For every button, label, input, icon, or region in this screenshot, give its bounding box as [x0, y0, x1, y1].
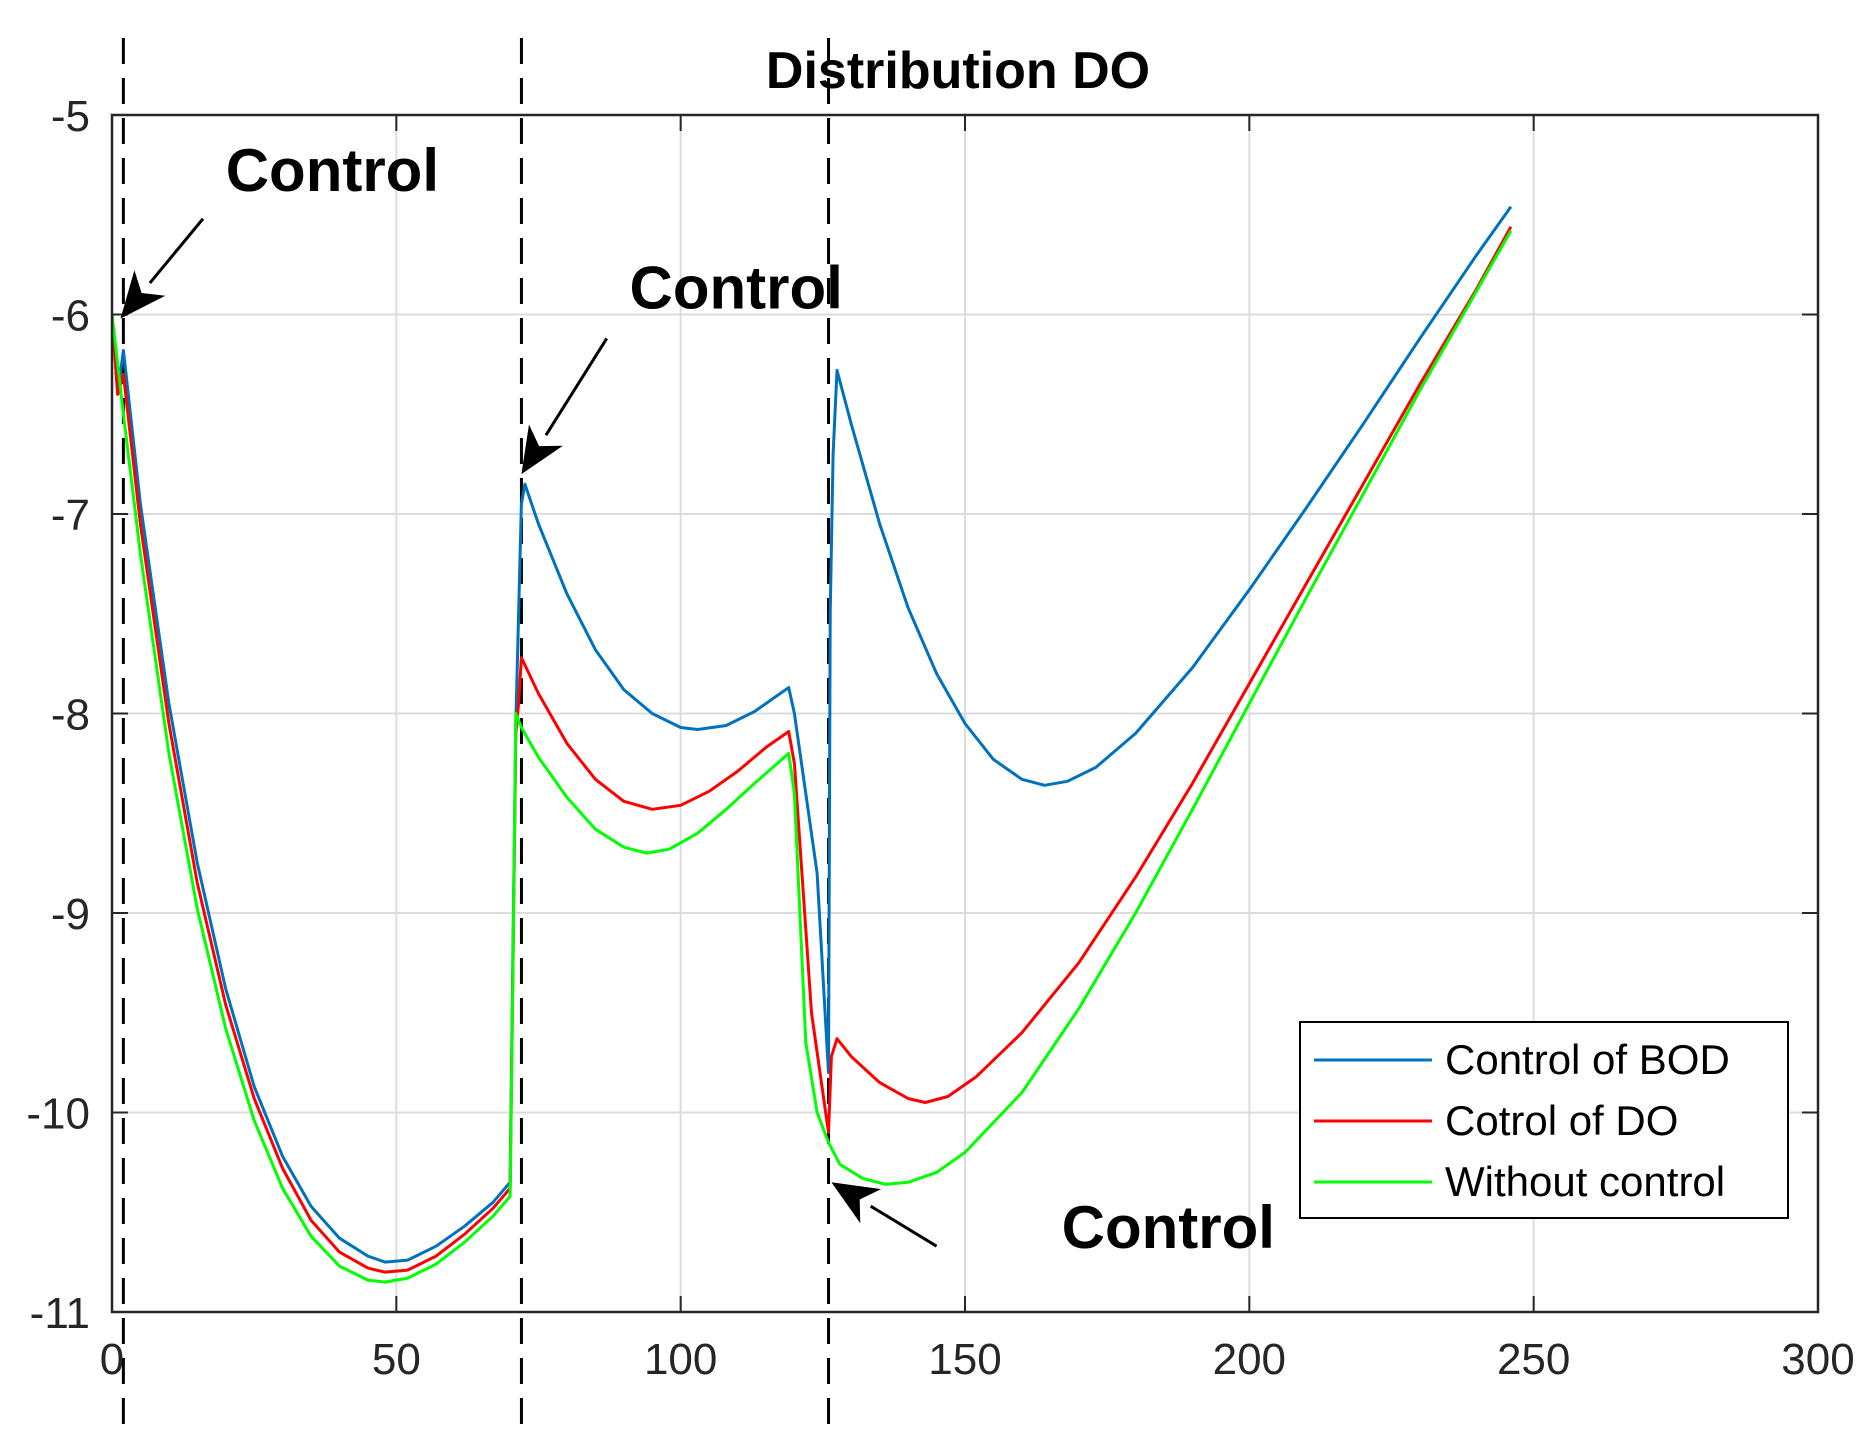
- annotation-arrow-shaft: [148, 217, 205, 284]
- legend: Control of BOD Cotrol of DO Without contro…: [1299, 1021, 1789, 1219]
- legend-label: Without control: [1445, 1158, 1725, 1205]
- y-tick-label: -10: [26, 1090, 90, 1139]
- y-tick-label: -6: [51, 292, 90, 341]
- annotation-arrow-head: [831, 1182, 882, 1224]
- x-tick-label: 300: [1781, 1335, 1854, 1384]
- y-tick-labels: -11 -10 -9 -8 -7 -6 -5: [26, 92, 90, 1338]
- x-tick-label: 0: [100, 1335, 124, 1384]
- x-tick-labels: 0 50 100 150 200 250 300: [100, 1335, 1855, 1384]
- series-line: [112, 205, 1513, 1264]
- x-tick-label: 200: [1213, 1335, 1286, 1384]
- y-tick-label: -8: [51, 691, 90, 740]
- annotations: Control Control Control: [120, 137, 1275, 1261]
- series-line: [112, 229, 1513, 1284]
- y-tick-label: -7: [51, 491, 90, 540]
- y-tick-label: -11: [30, 1289, 90, 1338]
- annotation-label: Control: [629, 255, 842, 322]
- annotation-arrow-shaft: [869, 1204, 938, 1248]
- annotation-label: Control: [226, 137, 439, 204]
- grid-lines: [112, 115, 1818, 1312]
- annotation-arrow-head: [521, 424, 563, 475]
- x-tick-label: 100: [644, 1335, 717, 1384]
- chart-title: Distribution DO: [766, 42, 1150, 100]
- annotation-label: Control: [1062, 1194, 1275, 1261]
- legend-label: Cotrol of DO: [1445, 1097, 1678, 1144]
- x-tick-label: 150: [928, 1335, 1001, 1384]
- axis-ticks: [111, 114, 1819, 1313]
- x-tick-label: 250: [1497, 1335, 1570, 1384]
- annotation-arrow-head: [120, 270, 166, 319]
- annotation-arrow-shaft: [544, 337, 609, 436]
- y-tick-label: -9: [51, 890, 90, 939]
- x-tick-label: 50: [372, 1335, 421, 1384]
- y-tick-label: -5: [51, 92, 90, 141]
- series-line: [112, 225, 1513, 1274]
- legend-label: Control of BOD: [1445, 1036, 1730, 1083]
- series-lines: [112, 205, 1513, 1284]
